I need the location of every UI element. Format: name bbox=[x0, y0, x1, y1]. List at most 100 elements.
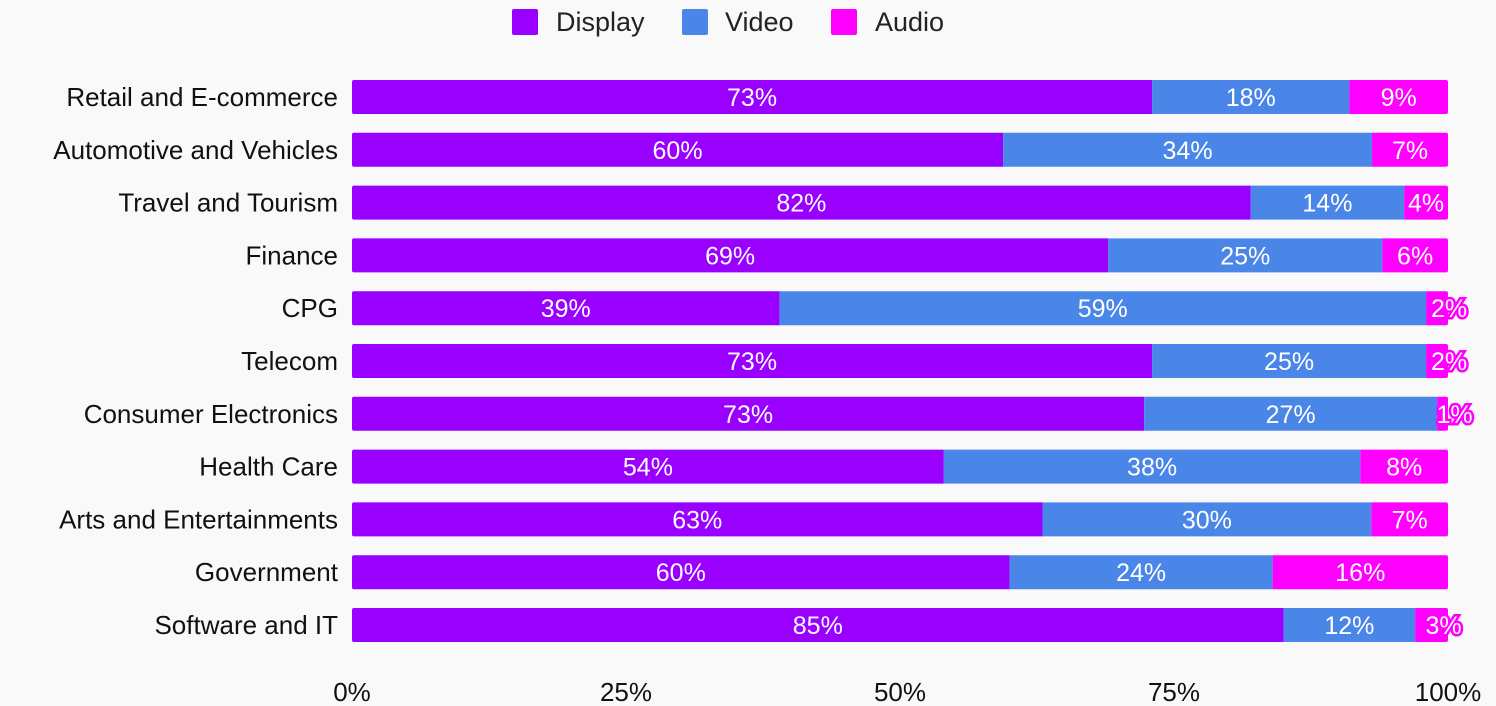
legend-swatch-audio bbox=[831, 9, 857, 35]
category-label: Automotive and Vehicles bbox=[53, 135, 338, 165]
legend-item-audio: Audio bbox=[831, 7, 944, 37]
data-label-display: 60% bbox=[656, 559, 706, 587]
category-label: Government bbox=[195, 557, 339, 587]
category-label: Retail and E-commerce bbox=[66, 82, 338, 112]
data-label-video: 25% bbox=[1264, 348, 1314, 376]
legend-label-display: Display bbox=[556, 7, 645, 37]
data-label-display: 73% bbox=[727, 84, 777, 112]
bar-segment-display bbox=[352, 185, 1251, 220]
bar-segment-video bbox=[1283, 608, 1416, 642]
bars bbox=[352, 80, 1448, 642]
data-label-display: 73% bbox=[727, 348, 777, 376]
x-tick-label: 0% bbox=[333, 677, 371, 706]
data-label-audio: 9% bbox=[1381, 84, 1417, 112]
bar-segment-display bbox=[352, 238, 1109, 273]
category-label: CPG bbox=[282, 293, 338, 323]
data-label-video: 27% bbox=[1266, 401, 1316, 429]
bar-segment-video bbox=[1144, 396, 1438, 431]
data-label-video: 18% bbox=[1226, 84, 1276, 112]
bar-segment-audio bbox=[1415, 608, 1448, 642]
data-label-video: 34% bbox=[1163, 137, 1213, 165]
category-label: Arts and Entertainments bbox=[59, 504, 338, 534]
x-tick-label: 100% bbox=[1415, 677, 1482, 706]
legend-label-video: Video bbox=[725, 7, 794, 37]
bar-segment-video bbox=[1152, 80, 1350, 114]
category-label: Health Care bbox=[199, 452, 338, 482]
bar-row bbox=[352, 238, 1448, 273]
bar-row bbox=[352, 132, 1448, 167]
x-axis-ticks: 0% 25% 50% 75% 100% bbox=[333, 677, 1481, 706]
bar-segment-display bbox=[352, 608, 1284, 642]
bar-segment-video bbox=[1108, 238, 1383, 273]
data-label-video: 25% bbox=[1220, 242, 1270, 270]
data-label-audio: 1% bbox=[1437, 401, 1473, 429]
bar-segment-display bbox=[352, 344, 1153, 378]
data-label-video: 24% bbox=[1116, 559, 1166, 587]
data-label-video: 14% bbox=[1302, 190, 1352, 218]
data-label-display: 69% bbox=[705, 242, 755, 270]
bar-segment-display bbox=[352, 80, 1153, 114]
bar-segment-display bbox=[352, 502, 1043, 537]
bar-row bbox=[352, 555, 1448, 590]
data-label-audio: 2% bbox=[1431, 295, 1467, 323]
bar-row bbox=[352, 80, 1448, 114]
bar-segment-video bbox=[1003, 132, 1373, 167]
data-label-display: 85% bbox=[793, 612, 843, 640]
data-label-audio: 7% bbox=[1392, 506, 1428, 534]
bar-segment-audio bbox=[1372, 132, 1448, 167]
legend-label-audio: Audio bbox=[875, 7, 944, 37]
category-labels: Retail and E-commerce Automotive and Vehi… bbox=[53, 82, 338, 640]
bar-segment-audio bbox=[1371, 502, 1448, 537]
bar-segment-video bbox=[1152, 344, 1427, 378]
bar-row bbox=[352, 608, 1448, 642]
category-label: Consumer Electronics bbox=[84, 399, 338, 429]
data-label-display: 54% bbox=[623, 454, 673, 482]
legend-item-display: Display bbox=[512, 7, 645, 37]
legend-swatch-display bbox=[512, 9, 538, 35]
category-label: Telecom bbox=[241, 346, 338, 376]
data-label-display: 39% bbox=[541, 295, 591, 323]
bar-segment-audio bbox=[1360, 449, 1448, 484]
data-label-audio: 16% bbox=[1335, 559, 1385, 587]
bar-row bbox=[352, 449, 1448, 484]
bar-segment-audio bbox=[1404, 185, 1448, 220]
data-label-video: 38% bbox=[1127, 454, 1177, 482]
bar-segment-audio bbox=[1437, 396, 1448, 431]
bar-row bbox=[352, 185, 1448, 220]
x-tick-label: 50% bbox=[874, 677, 926, 706]
bar-segment-audio bbox=[1349, 80, 1448, 114]
bar-segment-display bbox=[352, 291, 780, 326]
bar-segment-display bbox=[352, 555, 1010, 590]
bar-row bbox=[352, 291, 1448, 326]
data-label-display: 63% bbox=[672, 506, 722, 534]
legend-swatch-video bbox=[682, 9, 708, 35]
category-label: Software and IT bbox=[154, 610, 338, 640]
data-label-audio: 6% bbox=[1397, 242, 1433, 270]
bar-segment-audio bbox=[1426, 344, 1448, 378]
bar-segment-video bbox=[779, 291, 1427, 326]
data-label-video: 12% bbox=[1324, 612, 1374, 640]
data-label-display: 60% bbox=[653, 137, 703, 165]
data-label-audio: 7% bbox=[1392, 137, 1428, 165]
bar-segment-display bbox=[352, 396, 1145, 431]
bar-segment-video bbox=[1009, 555, 1273, 590]
bar-row bbox=[352, 502, 1448, 537]
data-label-display: 82% bbox=[776, 190, 826, 218]
bar-segment-video bbox=[1250, 185, 1405, 220]
legend: Display Video Audio bbox=[512, 7, 944, 37]
data-label-display: 73% bbox=[723, 401, 773, 429]
bar-segment-audio bbox=[1382, 238, 1448, 273]
legend-item-video: Video bbox=[682, 7, 794, 37]
data-labels: 73% 18% 9% 60% 34% 7% 82% 14% 4% 69% 25% 6% 39% 59% 2%… bbox=[541, 84, 1475, 643]
bar-row bbox=[352, 344, 1448, 378]
bar-segment-display bbox=[352, 132, 1004, 167]
bar-segment-audio bbox=[1272, 555, 1448, 590]
data-label-audio: 3% bbox=[1425, 612, 1461, 640]
category-label: Finance bbox=[246, 240, 339, 270]
bar-segment-video bbox=[1042, 502, 1372, 537]
bar-row bbox=[352, 396, 1448, 431]
x-tick-label: 25% bbox=[600, 677, 652, 706]
data-label-video: 30% bbox=[1182, 506, 1232, 534]
